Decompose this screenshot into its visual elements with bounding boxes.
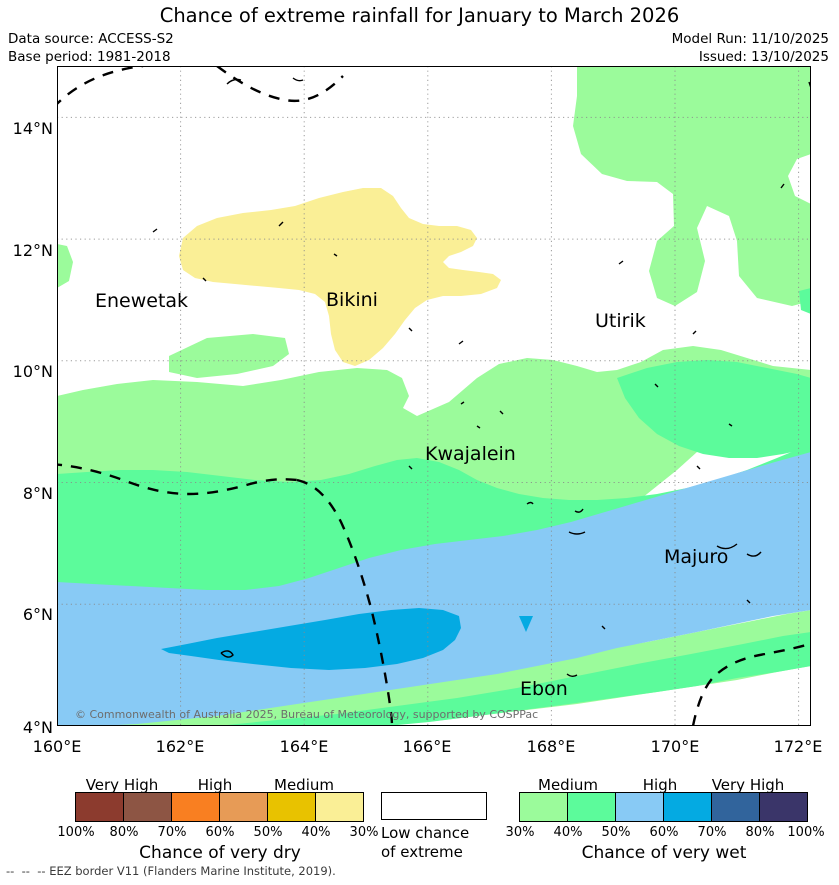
dry-tick-50: 50%: [253, 825, 283, 840]
dry-tick-70: 70%: [157, 825, 187, 840]
dry-tick-60: 60%: [205, 825, 235, 840]
page-title: Chance of extreme rainfall for January t…: [159, 4, 680, 27]
dry-legend-title: Chance of very dry: [139, 843, 301, 863]
y-tick-10n: 10°N: [12, 362, 53, 381]
model-run-label: Model Run: 11/10/2025: [671, 31, 829, 47]
wet-legend-title: Chance of very wet: [581, 843, 747, 863]
legend-area: Very High High Medium 100% 80% 70% 60% 5…: [0, 726, 839, 885]
dry-caption-very-high: Very High: [85, 776, 159, 794]
wet-tick-70: 70%: [697, 825, 727, 840]
wet-caption-very-high: Very High: [711, 776, 785, 794]
dry-swatch-60-50[interactable]: [220, 793, 268, 821]
eez-border-note: -- -- -- EEZ border V11 (Flanders Marine…: [6, 864, 336, 878]
dry-colorbar[interactable]: [75, 792, 364, 822]
atoll-marks: [152, 77, 811, 677]
rainfall-contour-map: Enewetak Bikini Utirik Kwajalein Majuro …: [57, 66, 811, 726]
dry-tick-80: 80%: [109, 825, 139, 840]
wet-swatch-80-100[interactable]: [760, 793, 807, 821]
place-label-majuro: Majuro: [664, 546, 728, 568]
dry-tick-30: 30%: [349, 825, 379, 840]
wet-tick-40: 40%: [553, 825, 583, 840]
region-wet-30-40-northeast: [573, 66, 811, 306]
region-wet-30-40-west-tip: [57, 244, 73, 288]
wet-swatch-30-40[interactable]: [520, 793, 568, 821]
map-copyright: © Commonwealth of Australia 2025, Bureau…: [75, 708, 538, 721]
dry-swatch-40-30[interactable]: [316, 793, 363, 821]
y-tick-8n: 8°N: [22, 484, 53, 503]
dry-tick-100: 100%: [57, 825, 95, 840]
wet-caption-medium: Medium: [538, 776, 598, 794]
wet-tick-100: 100%: [787, 825, 825, 840]
wet-colorbar[interactable]: [519, 792, 808, 822]
issued-label: Issued: 13/10/2025: [698, 49, 829, 65]
place-label-utirik: Utirik: [595, 310, 646, 332]
region-wet-40-50-east-corner: [799, 288, 811, 314]
low-chance-swatch[interactable]: [381, 792, 487, 820]
region-wet-30-40-enewetak-patch: [169, 334, 289, 378]
low-chance-label: Low chance of extreme: [381, 824, 493, 862]
wet-swatch-50-60[interactable]: [616, 793, 664, 821]
wet-tick-80: 80%: [745, 825, 775, 840]
low-chance-line2: of extreme: [381, 843, 463, 861]
wet-swatch-70-80[interactable]: [712, 793, 760, 821]
y-tick-12n: 12°N: [12, 241, 53, 260]
region-dry-30-40-bikini: [179, 188, 501, 366]
region-wet-40-50-south-band: [217, 632, 811, 726]
region-wet-40-50-main-belt: [57, 444, 811, 634]
map-frame: [57, 66, 811, 726]
place-label-bikini: Bikini: [326, 289, 378, 311]
place-label-ebon: Ebon: [520, 678, 568, 700]
map-plot-area: Enewetak Bikini Utirik Kwajalein Majuro …: [57, 66, 811, 726]
base-period-label: Base period: 1981-2018: [8, 49, 171, 65]
data-source-label: Data source: ACCESS-S2: [8, 31, 174, 47]
dry-swatch-70-60[interactable]: [172, 793, 220, 821]
region-wet-40-50-east-blob: [617, 360, 811, 458]
region-wet-60-70-blob: [161, 608, 461, 670]
dry-swatch-100-80[interactable]: [76, 793, 124, 821]
place-label-enewetak: Enewetak: [95, 290, 188, 312]
wet-caption-high: High: [642, 776, 678, 794]
wet-tick-50: 50%: [601, 825, 631, 840]
eez-note-text: EEZ border V11 (Flanders Marine Institut…: [49, 864, 336, 878]
dry-tick-40: 40%: [301, 825, 331, 840]
y-tick-6n: 6°N: [22, 605, 53, 624]
wet-swatch-60-70[interactable]: [664, 793, 712, 821]
eez-border: [57, 66, 811, 726]
region-wet-30-40-east-sliver: [801, 231, 811, 266]
chart-header: Chance of extreme rainfall for January t…: [0, 0, 839, 66]
place-label-kwajalein: Kwajalein: [425, 443, 516, 465]
wet-tick-60: 60%: [649, 825, 679, 840]
wet-tick-30: 30%: [505, 825, 535, 840]
dry-swatch-50-40[interactable]: [268, 793, 316, 821]
region-wet-60-70-small-triangle: [519, 616, 533, 632]
dry-caption-medium: Medium: [274, 776, 334, 794]
y-tick-14n: 14°N: [12, 119, 53, 138]
low-chance-line1: Low chance: [381, 824, 470, 842]
dry-caption-high: High: [197, 776, 233, 794]
dry-swatch-80-70[interactable]: [124, 793, 172, 821]
wet-swatch-40-50[interactable]: [568, 793, 616, 821]
eez-dash-sample: -- -- --: [6, 864, 50, 878]
